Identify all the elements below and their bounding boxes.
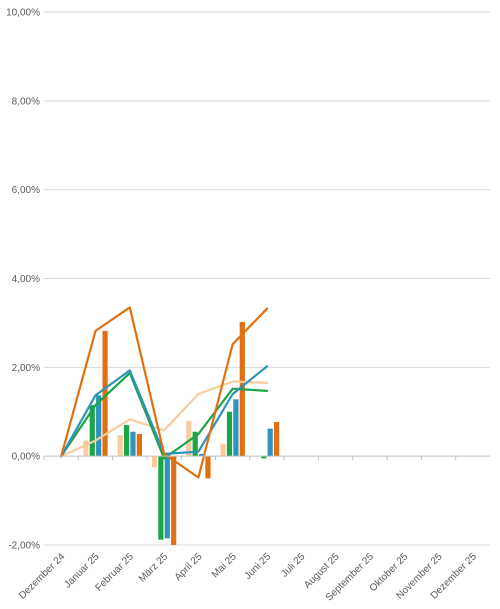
x-tick-label: Juni 25 — [243, 551, 274, 582]
x-tick-label: Februar 25 — [94, 551, 137, 594]
y-tick-label: 8,00% — [12, 96, 40, 107]
bar — [96, 395, 102, 457]
x-tick-label: Dezember 24 — [17, 551, 68, 602]
series-line — [60, 306, 269, 479]
bar — [233, 399, 239, 457]
bar — [171, 456, 177, 545]
y-tick-label: 0,00% — [12, 452, 40, 463]
bar — [123, 425, 130, 457]
bar — [117, 435, 123, 457]
bar — [102, 330, 108, 457]
y-tick-label: 10,00% — [6, 8, 40, 19]
bar — [192, 431, 198, 457]
bar — [164, 456, 170, 539]
grid-layer — [44, 11, 490, 546]
y-tick-label: -2,00% — [8, 541, 40, 552]
x-tick-label: März 25 — [137, 551, 171, 585]
y-tick-label: 2,00% — [12, 363, 40, 374]
bar — [136, 433, 142, 457]
lines — [60, 306, 269, 479]
series-line — [60, 380, 269, 458]
bar — [186, 420, 192, 457]
y-tick-label: 6,00% — [12, 185, 40, 196]
bars — [83, 322, 280, 545]
bar — [151, 456, 158, 468]
bar — [274, 421, 280, 457]
y-tick-label: 4,00% — [12, 274, 40, 285]
x-tick-label: Mai 25 — [210, 551, 239, 580]
bar — [198, 453, 205, 457]
bar — [261, 456, 267, 459]
bar — [226, 411, 233, 457]
bar — [205, 456, 211, 479]
series-line — [60, 372, 269, 460]
x-tick-label: Juli 25 — [279, 551, 308, 580]
bar — [130, 431, 136, 457]
bar — [83, 440, 89, 457]
bar — [89, 405, 95, 457]
bar — [158, 456, 164, 540]
x-tick-label: April 25 — [173, 551, 205, 583]
y-axis-ticks: -2,00% 0,00% 2,00% 4,00% 6,00% 8,00% 10,00% — [6, 8, 40, 552]
bar — [220, 443, 226, 457]
bar — [267, 428, 273, 457]
